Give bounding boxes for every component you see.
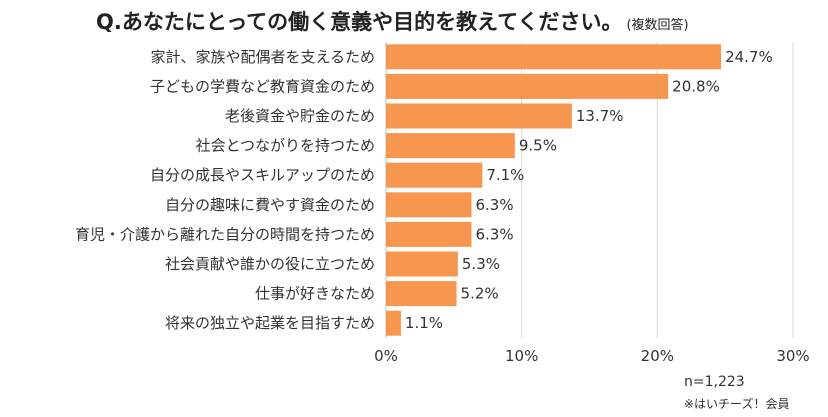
value-label: 7.1% [486,166,524,184]
value-label: 24.7% [725,48,773,66]
bar [386,221,472,247]
category-label: 子どもの学費など教育資金のため [150,77,375,95]
x-tick-label: 20% [641,347,674,365]
x-tick-label: 30% [776,347,809,365]
value-label: 6.3% [475,196,513,214]
bar [386,162,483,188]
category-label: 自分の成長やスキルアップのため [150,166,375,184]
category-label: 育児・介護から離れた自分の時間を持つため [75,225,375,243]
value-label: 5.3% [462,255,500,273]
category-label: 社会貢献や誰かの役に立つため [165,255,375,273]
bars [386,44,722,336]
bar [386,192,472,218]
sample-size-note: n=1,223 [684,374,745,390]
value-label: 5.2% [461,285,499,303]
value-label: 6.3% [475,225,513,243]
x-tick-label: 10% [505,347,538,365]
value-label: 9.5% [519,137,557,155]
category-label: 老後資金や貯金のため [225,107,375,125]
bar [386,251,458,277]
category-labels: 家計、家族や配偶者を支えるため子どもの学費など教育資金のため老後資金や貯金のため… [75,48,375,332]
value-label: 13.7% [576,107,624,125]
bar [386,44,722,70]
value-labels: 24.7% 20.8% 13.7% 9.5% 7.1% 6.3% 6.3% 5.3% 5.2% 1… [405,48,773,332]
bar [386,103,572,129]
x-tick-labels: 0% 10% 20% 30% [374,347,810,365]
category-label: 家計、家族や配偶者を支えるため [150,48,375,66]
x-tick-label: 0% [374,347,398,365]
category-label: 将来の独立や起業を目指すため [165,314,375,332]
category-label: 社会とつながりを持つため [196,137,375,155]
bar [386,73,669,99]
category-label: 仕事が好きなため [255,285,375,303]
bar [386,281,457,307]
chart-title-main: Q.あなたにとっての働く意義や目的を教えてください。 [96,10,622,34]
bar [386,310,401,336]
value-label: 1.1% [405,314,443,332]
bar [386,133,515,159]
category-label: 自分の趣味に費やす資金のため [165,196,375,214]
chart-title: Q.あなたにとっての働く意義や目的を教えてください。 (複数回答) [96,10,689,34]
chart-title-suffix: (複数回答) [626,17,688,33]
value-label: 20.8% [672,77,720,95]
footnote: ※はいチーズ！会員 [684,396,789,411]
